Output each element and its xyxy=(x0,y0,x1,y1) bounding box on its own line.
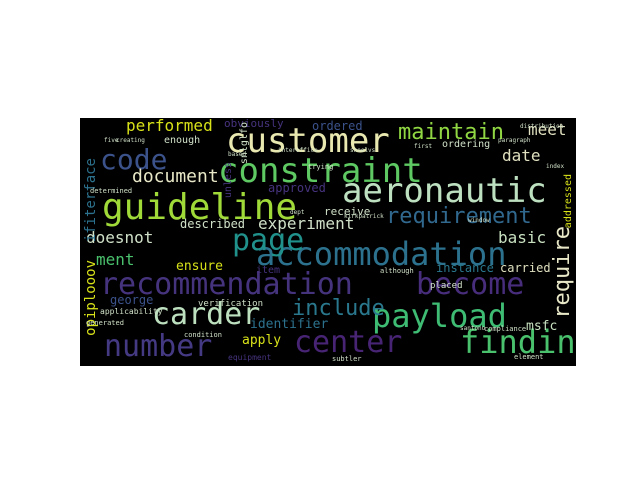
word-code: code xyxy=(100,143,168,176)
word-kirkpatrick: kirkpatrick xyxy=(344,213,384,220)
word-based: based xyxy=(228,151,247,158)
word-item: item xyxy=(256,265,281,276)
word-generated: generated xyxy=(86,319,124,327)
word-recommendation: recommendation xyxy=(100,267,353,302)
word-ensure: ensure xyxy=(176,259,223,274)
word-determined: determined xyxy=(90,187,133,195)
word-approved: approved xyxy=(268,181,326,195)
word-first: first xyxy=(414,143,433,150)
word-requirement: requirement xyxy=(386,204,532,229)
word-finding: finding xyxy=(460,323,576,361)
word-maintain: maintain xyxy=(398,120,504,145)
word-dept: dept xyxy=(290,209,305,216)
word-become: become xyxy=(416,267,525,302)
word-creating: creating xyxy=(116,137,145,144)
word-ment: ment xyxy=(96,250,135,269)
word-experiment: experiment xyxy=(258,214,355,233)
word-msfc: msfc xyxy=(526,319,558,334)
word-trying: trying xyxy=(308,163,334,171)
word-santono: santono xyxy=(460,325,486,332)
word-although: although xyxy=(380,267,414,275)
word-number: number xyxy=(104,329,213,364)
word-aeronautic: aeronautic xyxy=(342,171,547,211)
word-george: george xyxy=(110,293,154,307)
word-carder: carder xyxy=(152,297,261,332)
word-snoelvs: snoelvs xyxy=(350,147,376,154)
word-accommodation: accommodation xyxy=(256,235,507,273)
word-enough: enough xyxy=(164,135,201,146)
word-cloud: guideline customer constraint aeronautic… xyxy=(80,118,576,366)
word-obviously: obviously xyxy=(224,118,284,130)
word-window: window xyxy=(468,217,490,224)
word-identifier: identifier xyxy=(250,317,329,332)
word-customer: customer xyxy=(226,121,390,161)
word-applicability: applicability xyxy=(100,307,163,316)
word-index: index xyxy=(546,163,565,170)
word-condition: condition xyxy=(184,331,222,339)
word-addressed: addressed xyxy=(563,174,574,229)
word-described: described xyxy=(180,217,246,231)
word-receive: receive xyxy=(324,205,371,218)
word-interoffice: interoffice xyxy=(278,147,318,154)
word-constraint: constraint xyxy=(218,151,423,191)
word-basic: basic xyxy=(498,228,547,247)
word-ifiterface: ifiterface xyxy=(83,158,99,243)
word-page: page xyxy=(232,223,305,258)
word-date: date xyxy=(502,146,541,165)
word-payload: payload xyxy=(372,297,507,335)
word-ordering: ordering xyxy=(442,139,491,150)
word-five: five xyxy=(104,137,119,144)
word-equipment: equipment xyxy=(228,353,272,362)
word-ordered: ordered xyxy=(312,119,363,133)
word-guideline: guideline xyxy=(102,187,298,228)
word-document: document xyxy=(132,166,219,187)
word-paragraph: paragraph xyxy=(498,137,531,144)
word-element: element xyxy=(514,353,544,361)
word-placed: placed xyxy=(430,281,463,291)
word-apply: apply xyxy=(242,333,282,348)
word-unless: unless xyxy=(223,162,234,199)
word-compliance: compliance xyxy=(484,325,527,333)
word-meet: meet xyxy=(528,120,567,139)
word-distribution: distribution xyxy=(520,123,564,130)
word-carried: carried xyxy=(500,261,551,275)
word-instance: instance xyxy=(436,261,494,275)
word-performed: performed xyxy=(126,118,213,135)
word-include: include xyxy=(292,296,385,321)
word-verification: verification xyxy=(198,299,264,309)
word-subtler: subtler xyxy=(332,355,362,363)
word-doesnot: doesnot xyxy=(86,228,154,247)
word-center: center xyxy=(294,325,403,360)
word-require: require xyxy=(550,226,575,319)
